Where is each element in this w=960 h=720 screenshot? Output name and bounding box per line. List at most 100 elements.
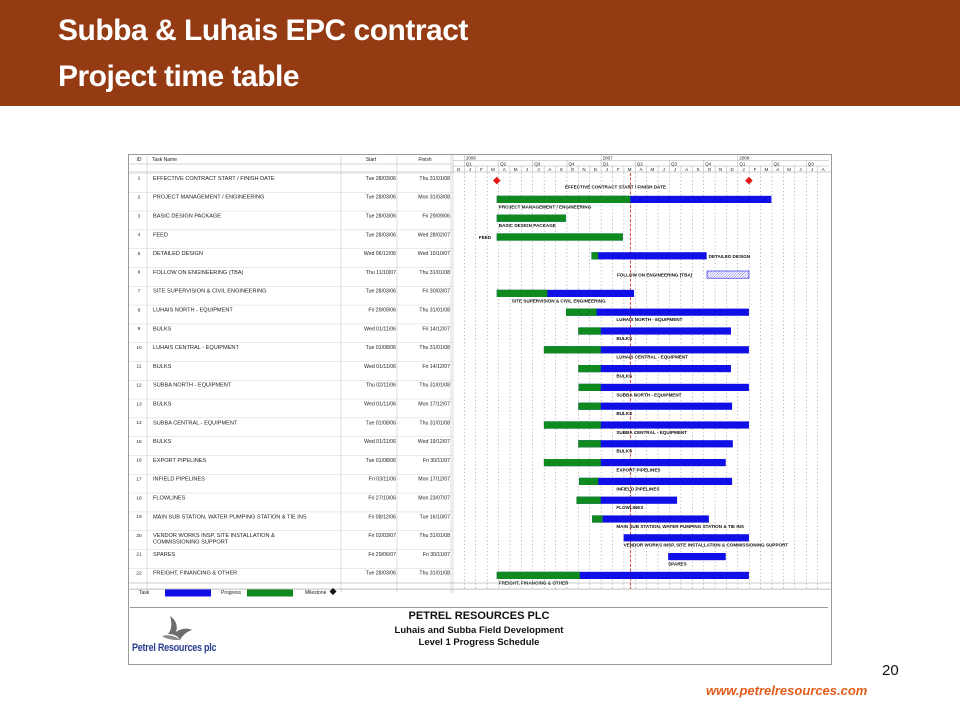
quarter-label: Q3 [534, 161, 541, 166]
progress-bar [578, 440, 601, 448]
progress-bar [579, 477, 599, 485]
legend-progress-swatch [247, 589, 293, 597]
legend-label: Progress [221, 590, 242, 596]
task-name: FLOWLINES [153, 496, 186, 502]
month-label: O [571, 167, 575, 172]
task-name: EFFECTIVE CONTRACT START / FINISH DATE [153, 176, 275, 182]
month-label: D [594, 167, 598, 172]
bar-label: VENDOR WORKS INSP, SITE INSTALLATION & C… [624, 543, 789, 548]
slide-subtitle: Project time table [58, 60, 300, 93]
progress-bar [565, 308, 597, 316]
task-id: 11 [137, 364, 142, 370]
hatch-line [715, 270, 723, 279]
legend-milestone-marker [329, 588, 337, 595]
task-id: 12 [136, 383, 142, 389]
bar-label: INFIELD PIPELINES [616, 486, 659, 491]
task-name: BULKS [153, 439, 172, 445]
bar-label: MAIN SUB STATION, WATER PUMPING STATION … [616, 524, 744, 529]
task-bar [578, 365, 731, 373]
task-id: 7 [138, 289, 141, 295]
bar-label: BULKS [616, 336, 632, 341]
progress-bar [576, 496, 601, 504]
task-start: Wed 01/11/06 [364, 326, 396, 332]
quarter-label: Q2 [637, 161, 644, 166]
task-finish: Wed 10/10/07 [418, 251, 450, 257]
task-finish: Fri 30/11/07 [423, 552, 450, 558]
month-label: A [776, 167, 779, 172]
task-finish: Thu 31/01/08 [419, 420, 450, 426]
month-label: A [548, 167, 551, 172]
task-name: FREIGHT, FINANCING & OTHER [153, 571, 237, 577]
task-start: Tue 01/08/06 [366, 420, 396, 426]
bar-label: BASIC DESIGN PACKAGE [499, 223, 556, 228]
quarter-label: Q4 [705, 161, 712, 166]
task-start: Fri 29/09/06 [368, 308, 396, 314]
progress-bar [578, 365, 601, 373]
task-id: 10 [136, 345, 142, 351]
schedule-footer: Petrel Resources plc PETREL RESOURCES PL… [130, 607, 828, 663]
year-label: 2008 [739, 156, 750, 161]
task-bar [565, 308, 749, 316]
title-banner: Subba & Luhais EPC contract Project time… [0, 0, 960, 106]
progress-bar [496, 233, 623, 241]
task-id: 9 [138, 326, 141, 332]
task-name: BULKS [153, 326, 172, 332]
month-label: F [480, 167, 483, 172]
task-start: Thu 11/10/07 [366, 270, 396, 276]
hatch-line [725, 270, 734, 279]
task-name: INFIELD PIPELINES [153, 477, 205, 483]
year-label: 2007 [603, 156, 614, 161]
task-name: MAIN SUB STATION, WATER PUMPING STATION … [153, 514, 307, 520]
progress-bar [496, 214, 566, 222]
task-bar [578, 383, 749, 391]
bar-label: SPARES [668, 562, 687, 567]
petrel-logo [162, 616, 192, 640]
hatch-line [712, 270, 721, 279]
task-bar [496, 289, 635, 297]
bar-label: PROJECT MANAGEMENT / ENGINEERING [499, 204, 592, 209]
month-label: S [696, 167, 699, 172]
bar-label: SUBBA CENTRAL - EQUIPMENT [616, 430, 687, 435]
task-start: Fri 02/03/07 [368, 533, 396, 539]
page-number: 20 [882, 662, 899, 679]
task-start: Tue 01/08/06 [366, 345, 396, 351]
task-finish: Thu 31/01/08 [419, 345, 450, 351]
task-id: 18 [136, 495, 142, 501]
bar-label: DETAILED DESIGN [709, 254, 751, 259]
task-start: Tue 01/08/06 [366, 458, 396, 464]
task-name: VENDOR WORKS INSP, SITE INSTALLATION & [153, 533, 275, 539]
task-name: LUHAIS NORTH - EQUIPMENT [153, 308, 233, 314]
hatched-bar [706, 270, 750, 279]
task-name: FEED [153, 232, 168, 238]
logo-text: Petrel Resources plc [132, 642, 217, 654]
task-finish: Thu 31/01/08 [419, 308, 450, 314]
month-label: J [811, 167, 813, 172]
hatch-line [710, 270, 718, 279]
task-finish: Mon 31/03/08 [418, 195, 450, 201]
progress-bar [578, 402, 601, 410]
task-id: 3 [138, 213, 141, 219]
quarter-label: Q3 [671, 161, 678, 166]
progress-bar [578, 327, 601, 335]
task-finish: Thu 31/01/08 [419, 270, 450, 276]
task-start: Fri 03/11/06 [369, 477, 396, 483]
month-label: N [719, 167, 722, 172]
bar-label: FLOWLINES [616, 505, 643, 510]
bar-label: BULKS [616, 411, 632, 416]
month-label: A [639, 167, 642, 172]
task-id: 5 [138, 251, 141, 257]
schedule-name: Level 1 Progress Schedule [418, 637, 540, 648]
task-bar [578, 402, 733, 410]
gantt-chart: ID Task Name Start Finish D J F M A M J J A S O N D J F M A M… [129, 155, 831, 597]
task-id: 2 [138, 195, 141, 201]
task-finish: Wed 19/12/07 [418, 439, 450, 445]
column-header: ID [137, 157, 142, 163]
hatch-line [707, 270, 715, 279]
website-link[interactable]: www.petrelresources.com [706, 683, 868, 698]
quarter-label: Q1 [466, 161, 473, 166]
task-finish: Fri 14/12/07 [422, 326, 450, 332]
hatch-line [720, 270, 728, 279]
task-finish: Fri 30/11/07 [423, 458, 450, 464]
month-label: D [731, 167, 735, 172]
quarter-label: Q3 [808, 161, 815, 166]
